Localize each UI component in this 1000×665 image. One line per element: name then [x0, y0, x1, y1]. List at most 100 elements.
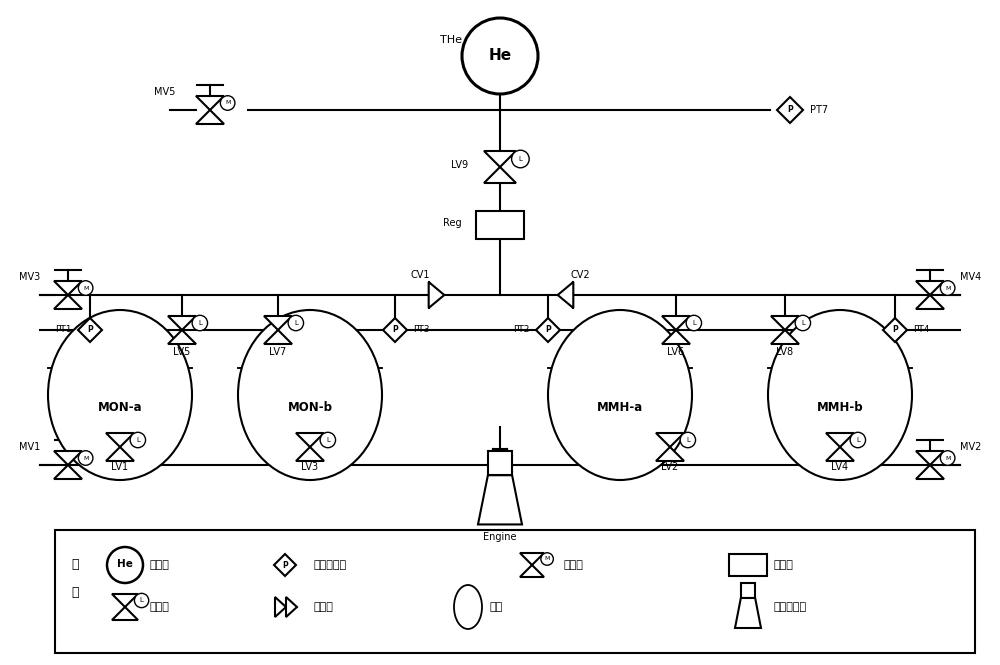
- Polygon shape: [78, 318, 102, 342]
- Ellipse shape: [238, 310, 382, 480]
- Polygon shape: [296, 433, 324, 447]
- Polygon shape: [826, 447, 854, 461]
- Text: THe: THe: [440, 35, 462, 45]
- Bar: [729, 554, 767, 576]
- Polygon shape: [558, 282, 573, 308]
- Polygon shape: [196, 96, 224, 110]
- Text: M: M: [945, 456, 950, 460]
- Text: MV4: MV4: [960, 272, 981, 282]
- Polygon shape: [274, 554, 296, 576]
- Text: LV5: LV5: [173, 347, 191, 357]
- Text: L: L: [686, 437, 690, 443]
- Polygon shape: [54, 465, 82, 479]
- Text: MMH-a: MMH-a: [597, 401, 643, 414]
- Text: He: He: [488, 47, 512, 63]
- Polygon shape: [106, 447, 134, 461]
- Polygon shape: [106, 433, 134, 447]
- Ellipse shape: [768, 310, 912, 480]
- Polygon shape: [429, 282, 444, 308]
- Circle shape: [686, 315, 702, 331]
- Polygon shape: [484, 151, 516, 167]
- Text: P: P: [87, 325, 93, 334]
- Circle shape: [107, 547, 143, 583]
- Polygon shape: [196, 110, 224, 124]
- Text: LV8: LV8: [776, 347, 794, 357]
- Bar: [488, 451, 512, 475]
- Text: MMH-b: MMH-b: [817, 401, 863, 414]
- Polygon shape: [771, 316, 799, 330]
- Text: MON-b: MON-b: [288, 401, 332, 414]
- Text: M: M: [945, 285, 950, 291]
- Polygon shape: [286, 597, 297, 617]
- Text: P: P: [892, 325, 898, 334]
- Polygon shape: [662, 330, 690, 344]
- Text: CV1: CV1: [410, 270, 430, 280]
- Text: P: P: [282, 561, 288, 569]
- Text: LV4: LV4: [831, 462, 849, 472]
- Polygon shape: [54, 295, 82, 309]
- Polygon shape: [662, 316, 690, 330]
- Text: 贮箱: 贮箱: [490, 602, 503, 612]
- Circle shape: [940, 451, 955, 465]
- Text: L: L: [692, 320, 696, 326]
- Polygon shape: [478, 475, 522, 525]
- Polygon shape: [484, 167, 516, 183]
- Polygon shape: [883, 318, 907, 342]
- Text: LV7: LV7: [269, 347, 287, 357]
- Polygon shape: [383, 318, 407, 342]
- Text: L: L: [140, 597, 144, 604]
- Text: M: M: [83, 285, 88, 291]
- Polygon shape: [536, 318, 560, 342]
- Text: L: L: [856, 437, 860, 443]
- Text: L: L: [136, 437, 140, 443]
- Polygon shape: [520, 553, 544, 565]
- Circle shape: [320, 432, 336, 448]
- Circle shape: [78, 281, 93, 295]
- Text: LV9: LV9: [451, 160, 468, 170]
- Text: PT2: PT2: [514, 325, 530, 334]
- Text: 压力传感器: 压力传感器: [313, 560, 346, 570]
- Text: Reg: Reg: [443, 218, 462, 228]
- Polygon shape: [264, 316, 292, 330]
- Text: P: P: [545, 325, 551, 334]
- Polygon shape: [777, 97, 803, 123]
- Circle shape: [850, 432, 866, 448]
- Polygon shape: [168, 330, 196, 344]
- Circle shape: [541, 553, 553, 565]
- Polygon shape: [826, 433, 854, 447]
- Polygon shape: [54, 281, 82, 295]
- Text: L: L: [294, 320, 298, 326]
- Text: MV5: MV5: [154, 87, 175, 97]
- Text: P: P: [787, 106, 793, 114]
- Polygon shape: [916, 451, 944, 465]
- Text: MV1: MV1: [19, 442, 40, 452]
- Circle shape: [462, 18, 538, 94]
- Polygon shape: [296, 447, 324, 461]
- Text: L: L: [801, 320, 805, 326]
- Text: LV2: LV2: [661, 462, 679, 472]
- Polygon shape: [916, 295, 944, 309]
- Polygon shape: [916, 281, 944, 295]
- Polygon shape: [168, 316, 196, 330]
- Circle shape: [78, 451, 93, 465]
- Polygon shape: [54, 451, 82, 465]
- Polygon shape: [771, 330, 799, 344]
- Text: PT4: PT4: [913, 325, 929, 334]
- Polygon shape: [916, 465, 944, 479]
- Text: M: M: [544, 557, 550, 561]
- Circle shape: [512, 150, 529, 168]
- Text: 减压器: 减压器: [773, 560, 793, 570]
- Circle shape: [130, 432, 146, 448]
- Polygon shape: [520, 565, 544, 577]
- Polygon shape: [112, 607, 138, 620]
- Text: MON-a: MON-a: [98, 401, 142, 414]
- Circle shape: [680, 432, 696, 448]
- Circle shape: [192, 315, 208, 331]
- Text: 图: 图: [71, 559, 79, 571]
- Text: 例: 例: [71, 587, 79, 600]
- Text: L: L: [326, 437, 330, 443]
- Text: 自锁阀: 自锁阀: [150, 602, 170, 612]
- Text: LV6: LV6: [667, 347, 685, 357]
- Circle shape: [795, 315, 811, 331]
- Circle shape: [134, 593, 149, 608]
